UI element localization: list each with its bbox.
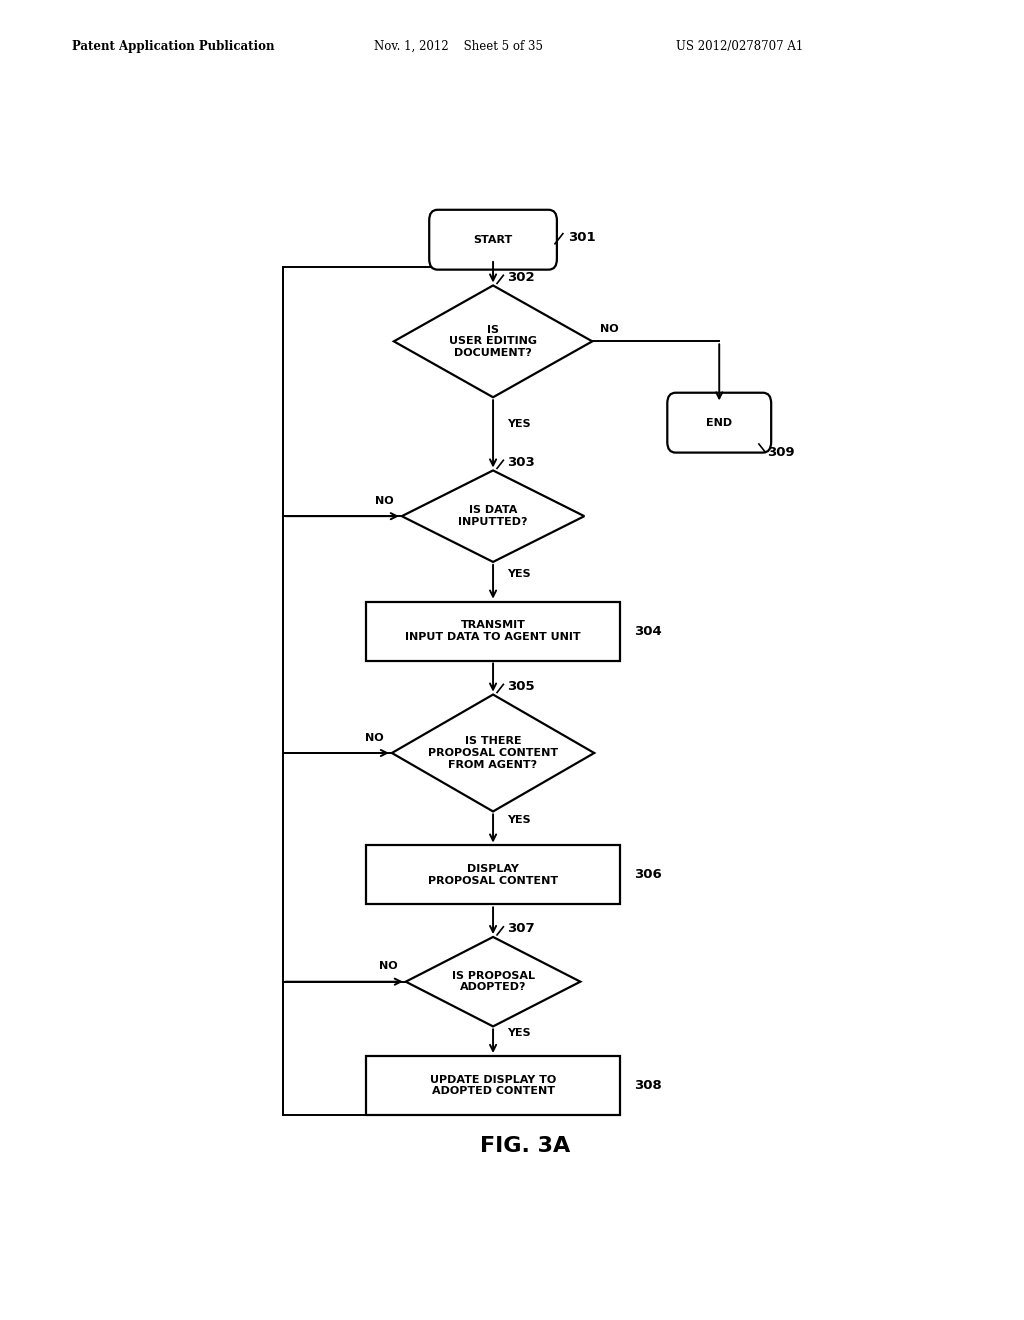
Text: 306: 306	[634, 869, 663, 882]
Text: IS
USER EDITING
DOCUMENT?: IS USER EDITING DOCUMENT?	[450, 325, 537, 358]
Text: 305: 305	[507, 680, 535, 693]
Text: IS PROPOSAL
ADOPTED?: IS PROPOSAL ADOPTED?	[452, 972, 535, 993]
Polygon shape	[392, 694, 594, 812]
Text: IS DATA
INPUTTED?: IS DATA INPUTTED?	[459, 506, 527, 527]
Text: 302: 302	[507, 271, 535, 284]
Text: NO: NO	[379, 961, 397, 972]
Text: END: END	[707, 417, 732, 428]
Text: Patent Application Publication: Patent Application Publication	[72, 40, 274, 53]
Text: NO: NO	[600, 325, 618, 334]
Text: START: START	[473, 235, 513, 244]
Text: DISPLAY
PROPOSAL CONTENT: DISPLAY PROPOSAL CONTENT	[428, 865, 558, 886]
Polygon shape	[394, 285, 592, 397]
Text: 301: 301	[568, 231, 596, 244]
Text: NO: NO	[366, 733, 384, 743]
Polygon shape	[401, 470, 585, 562]
Text: YES: YES	[507, 569, 531, 578]
Text: YES: YES	[507, 418, 531, 429]
Text: UPDATE DISPLAY TO
ADOPTED CONTENT: UPDATE DISPLAY TO ADOPTED CONTENT	[430, 1074, 556, 1096]
Bar	[367, 602, 621, 660]
Text: TRANSMIT
INPUT DATA TO AGENT UNIT: TRANSMIT INPUT DATA TO AGENT UNIT	[406, 620, 581, 642]
Bar	[367, 1056, 621, 1115]
Text: 308: 308	[634, 1078, 663, 1092]
Text: FIG. 3A: FIG. 3A	[479, 1137, 570, 1156]
Text: NO: NO	[375, 496, 394, 506]
Text: YES: YES	[507, 1028, 531, 1038]
Text: YES: YES	[507, 816, 531, 825]
Text: 307: 307	[507, 923, 535, 936]
Polygon shape	[406, 937, 581, 1027]
Text: 309: 309	[767, 446, 795, 458]
Text: 303: 303	[507, 455, 536, 469]
FancyBboxPatch shape	[668, 393, 771, 453]
FancyBboxPatch shape	[429, 210, 557, 269]
Text: US 2012/0278707 A1: US 2012/0278707 A1	[676, 40, 803, 53]
Bar	[367, 846, 621, 904]
Text: 304: 304	[634, 624, 663, 638]
Text: Nov. 1, 2012    Sheet 5 of 35: Nov. 1, 2012 Sheet 5 of 35	[374, 40, 543, 53]
Text: IS THERE
PROPOSAL CONTENT
FROM AGENT?: IS THERE PROPOSAL CONTENT FROM AGENT?	[428, 737, 558, 770]
